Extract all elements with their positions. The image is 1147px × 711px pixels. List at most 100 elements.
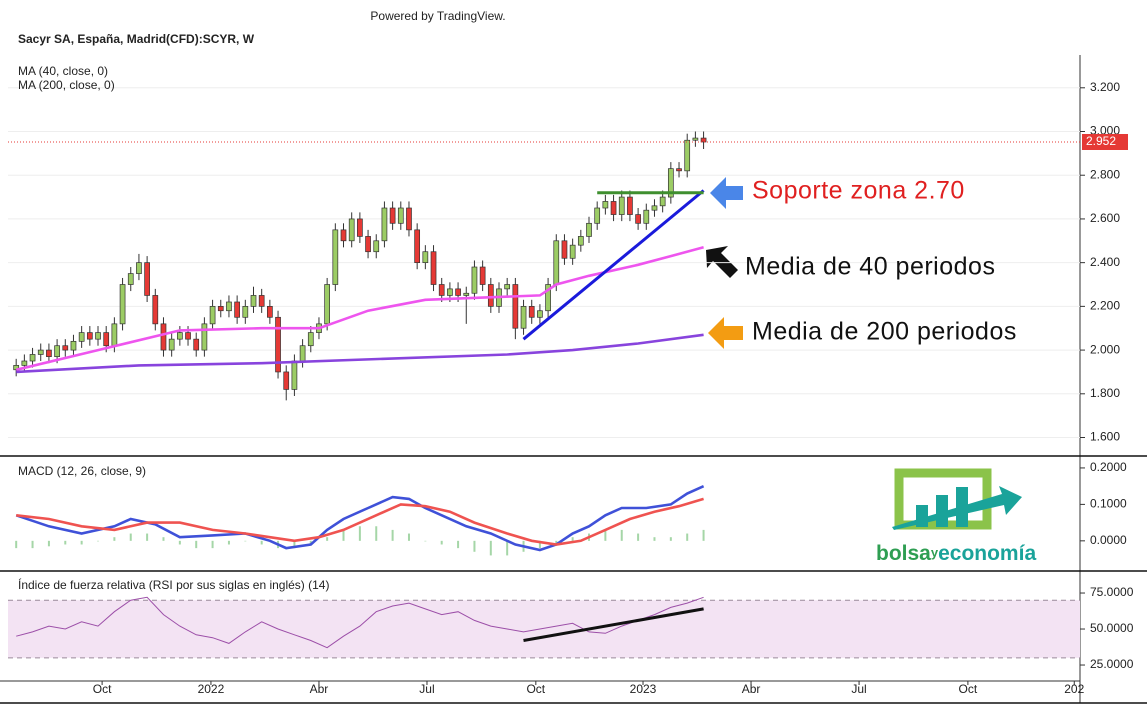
candle-body: [381, 207, 388, 242]
rsi-band: [8, 600, 1080, 658]
x-tick-label: Abr: [310, 682, 329, 696]
candle-body: [324, 284, 330, 325]
histogram-bar: [47, 540, 50, 547]
candle-body: [103, 332, 110, 347]
candle-body: [692, 137, 699, 141]
x-tick-label: Abr: [742, 682, 761, 696]
candle-body: [627, 196, 633, 215]
candle-body: [160, 323, 167, 351]
series-line: [15, 485, 705, 552]
histogram-bar: [146, 533, 149, 541]
histogram-bar: [506, 540, 509, 556]
histogram-bar: [244, 540, 247, 542]
histogram-bar: [440, 540, 443, 545]
candle-body: [176, 332, 183, 340]
histogram-bar: [424, 540, 427, 542]
y-tick-label: 1.800: [1090, 386, 1120, 400]
candle-body: [201, 323, 208, 351]
candle-body: [307, 332, 314, 347]
candle-body: [553, 240, 560, 285]
histogram-bar: [653, 537, 656, 541]
candle-body: [422, 251, 429, 264]
candle-body: [267, 306, 273, 318]
y-tick-label: 75.0000: [1090, 585, 1134, 599]
logo-part: bolsa: [876, 542, 931, 565]
candle-body: [127, 273, 134, 285]
histogram-bar: [80, 540, 83, 545]
candle-body: [414, 229, 421, 264]
logo: bolsayeconomía: [876, 468, 1036, 565]
histogram-bar: [555, 540, 558, 545]
histogram-bar: [358, 526, 361, 541]
candle-body: [111, 323, 118, 347]
histogram-bar: [178, 540, 181, 545]
histogram-bar: [293, 540, 296, 549]
candle-body: [561, 240, 568, 259]
y-tick-label: 50.0000: [1090, 621, 1134, 635]
y-tick-label: 0.0000: [1090, 533, 1127, 547]
logo-arrow: [892, 486, 1022, 530]
panel: 0.0000 0.1000 0.2000 MACD (12, 26, close, 9…: [15, 460, 1127, 556]
y-tick-label: 3.200: [1090, 80, 1120, 94]
candle-body: [430, 251, 437, 285]
candle-body: [635, 214, 641, 224]
candle-body: [659, 196, 666, 207]
y-tick-label: 25.0000: [1090, 657, 1134, 671]
panel-title: Índice de fuerza relativa (RSI por sus s…: [18, 577, 329, 592]
candle-body: [78, 332, 85, 342]
trend-line: [523, 607, 704, 642]
histogram-bar: [31, 540, 34, 549]
candle-body: [397, 207, 404, 224]
arrow-icon: [710, 177, 743, 209]
x-tick-label: Oct: [959, 682, 978, 696]
candle-body: [95, 332, 101, 340]
series-line: [15, 246, 704, 372]
y-tick-label: 2.800: [1090, 167, 1120, 181]
last-price-label: 2.952: [1086, 134, 1116, 148]
candle-body: [37, 349, 44, 355]
histogram-bar: [195, 540, 198, 549]
candle-body: [373, 240, 380, 253]
candle-body: [667, 168, 674, 198]
x-tick-label: Jul: [851, 682, 866, 696]
panel-title: MACD (12, 26, close, 9): [18, 464, 146, 478]
candle-body: [643, 209, 650, 224]
candle-body: [676, 168, 682, 172]
histogram-bar: [620, 529, 623, 541]
histogram-bar: [489, 540, 492, 556]
arrow-icon: [708, 317, 743, 349]
candle-body: [537, 310, 543, 318]
histogram-bar: [407, 533, 410, 541]
y-tick-label: 0.1000: [1090, 497, 1127, 511]
candle-body: [684, 139, 691, 172]
histogram-bar: [669, 537, 672, 541]
candle-body: [520, 306, 527, 329]
histogram-bar: [702, 529, 705, 541]
candle-body: [258, 295, 265, 307]
histogram-bar: [538, 540, 541, 549]
annotation: Media de 40 periodos: [745, 253, 995, 281]
legend-entry: MA (200, close, 0): [18, 78, 115, 92]
candle-body: [46, 349, 52, 357]
candle-body: [332, 229, 339, 285]
candle-body: [528, 306, 535, 318]
x-tick-label: Oct: [526, 682, 545, 696]
arrow-icon: [706, 246, 738, 278]
candle-body: [86, 332, 93, 340]
histogram-bar: [473, 540, 476, 552]
histogram-bar: [162, 537, 165, 541]
candle-body: [226, 301, 232, 312]
histogram-bar: [326, 537, 329, 541]
candle-body: [291, 360, 298, 390]
histogram-bar: [342, 529, 345, 541]
candle-body: [586, 222, 592, 237]
histogram-bar: [260, 540, 263, 545]
x-tick-label: 2022: [198, 682, 225, 696]
candle-body: [455, 288, 461, 296]
x-tick-label: 202: [1064, 682, 1084, 696]
candle-body: [185, 332, 191, 340]
candle-body: [340, 229, 347, 242]
candle-body: [29, 354, 36, 362]
histogram-bar: [604, 529, 607, 541]
